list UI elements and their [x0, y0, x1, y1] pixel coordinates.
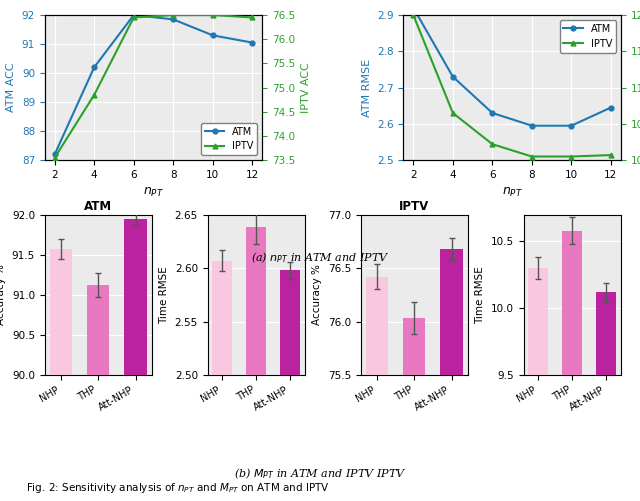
Y-axis label: ATM RMSE: ATM RMSE: [362, 59, 372, 117]
Bar: [440, 249, 463, 501]
Y-axis label: IPTV ACC: IPTV ACC: [301, 62, 310, 113]
X-axis label: $n_{PT}$: $n_{PT}$: [143, 185, 164, 198]
Text: Fig. 2: Sensitivity analysis of $n_{PT}$ and $M_{PT}$ on ATM and IPTV: Fig. 2: Sensitivity analysis of $n_{PT}$…: [26, 481, 330, 495]
Title: IPTV: IPTV: [399, 200, 429, 213]
Bar: [528, 268, 548, 501]
X-axis label: $n_{PT}$: $n_{PT}$: [502, 185, 523, 198]
Bar: [87, 285, 109, 501]
Bar: [596, 292, 616, 501]
Bar: [50, 249, 72, 501]
Text: (b) $M_{PT}$ in ATM and IPTV IPTV: (b) $M_{PT}$ in ATM and IPTV IPTV: [234, 466, 406, 481]
Bar: [365, 277, 388, 501]
Bar: [246, 227, 266, 501]
Text: (a) $n_{PT}$ in ATM and IPTV: (a) $n_{PT}$ in ATM and IPTV: [251, 250, 389, 266]
Y-axis label: Time RMSE: Time RMSE: [159, 266, 169, 324]
Bar: [562, 230, 582, 501]
Bar: [403, 318, 426, 501]
Legend: ATM, IPTV: ATM, IPTV: [559, 20, 616, 53]
Y-axis label: Time RMSE: Time RMSE: [476, 266, 485, 324]
Y-axis label: Accuracy %: Accuracy %: [312, 265, 323, 325]
Title: ATM: ATM: [84, 200, 112, 213]
Y-axis label: Accuracy %: Accuracy %: [0, 265, 6, 325]
Y-axis label: ATM ACC: ATM ACC: [6, 63, 16, 112]
Bar: [124, 218, 147, 501]
Bar: [280, 270, 300, 501]
Bar: [212, 261, 232, 501]
Legend: ATM, IPTV: ATM, IPTV: [201, 123, 257, 155]
